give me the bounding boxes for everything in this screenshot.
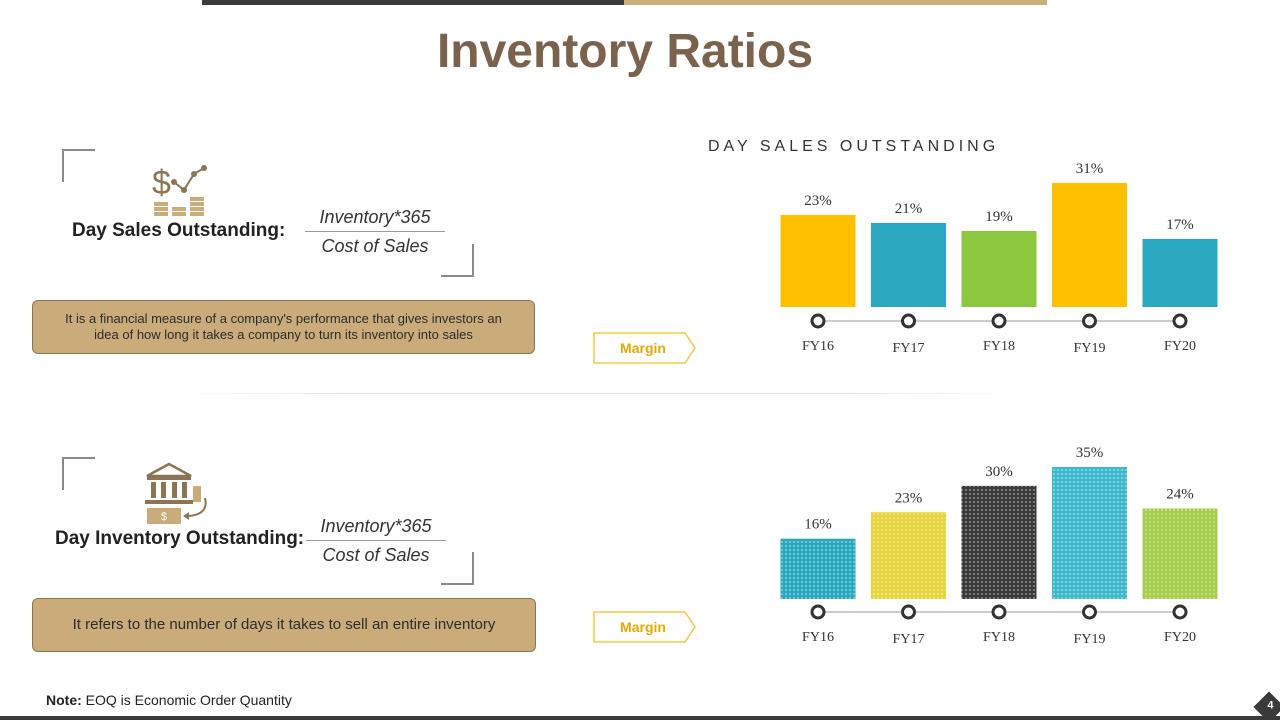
dso-category-label: FY18 xyxy=(983,339,1015,354)
dso-bar-fy20 xyxy=(1142,239,1218,307)
dollar-growth-chart-icon: $ xyxy=(150,162,210,223)
dio-value-label: 30% xyxy=(985,464,1013,480)
dio-bar-texture-fy19 xyxy=(1052,467,1127,599)
dio-formula-denominator: Cost of Sales xyxy=(322,545,430,565)
dio-bar-texture-fy18 xyxy=(961,485,1037,599)
dio-category-label: FY16 xyxy=(802,630,834,645)
dso-bar-fy18 xyxy=(961,231,1037,307)
dio-value-label: 24% xyxy=(1166,486,1194,502)
dso-value-label: 31% xyxy=(1076,161,1104,177)
dio-margin-label: Margin xyxy=(620,619,666,635)
frame-corner-top-left-2 xyxy=(62,457,95,490)
dio-formula: Inventory*365 Cost of Sales xyxy=(306,516,446,566)
dio-timeline-marker xyxy=(1172,604,1188,620)
dio-bar-texture-fy17 xyxy=(871,512,946,599)
dio-bar-texture-fy20 xyxy=(1142,508,1218,599)
dso-description-text: It is a financial measure of a company's… xyxy=(65,311,502,342)
dio-timeline-marker xyxy=(810,604,826,620)
footnote-text: EOQ is Economic Order Quantity xyxy=(85,692,292,708)
dso-bar-fy16 xyxy=(780,215,856,307)
dso-value-label: 21% xyxy=(895,201,923,217)
dio-bar-texture-fy16 xyxy=(780,538,856,599)
dio-timeline-marker xyxy=(991,604,1007,620)
dso-formula-denominator: Cost of Sales xyxy=(321,236,429,256)
dso-bar-fy19 xyxy=(1052,183,1127,307)
page-title: Inventory Ratios xyxy=(436,25,814,78)
frame-corner-top-left xyxy=(62,149,95,182)
dso-margin-tag: Margin xyxy=(593,332,697,364)
dio-category-label: FY17 xyxy=(893,632,925,647)
dso-category-label: FY20 xyxy=(1164,339,1196,354)
dio-timeline-marker xyxy=(901,604,916,620)
dso-value-label: 17% xyxy=(1166,217,1194,233)
dso-timeline-marker xyxy=(810,313,826,329)
footnote: Note: EOQ is Economic Order Quantity xyxy=(46,692,292,708)
dio-category-label: FY18 xyxy=(983,630,1015,645)
dso-chart-title: DAY SALES OUTSTANDING xyxy=(708,138,1000,155)
dio-margin-tag: Margin xyxy=(593,611,697,643)
dso-bar-chart: 23% FY16 21% FY17 19% FY18 31% FY19 17% FY20 xyxy=(780,161,1218,356)
dso-value-label: 19% xyxy=(985,209,1013,225)
dio-description-box: It refers to the number of days it takes… xyxy=(32,598,536,652)
dso-timeline-marker xyxy=(901,313,916,329)
dio-description-text: It refers to the number of days it takes… xyxy=(72,616,496,633)
top-accent-bar-gold xyxy=(624,0,1047,5)
frame-corner-bottom-right-2 xyxy=(441,552,474,585)
dso-timeline-marker xyxy=(991,313,1007,329)
dso-category-label: FY16 xyxy=(802,339,834,354)
dso-timeline-marker xyxy=(1082,313,1097,329)
dio-timeline-marker xyxy=(1082,604,1097,620)
dio-category-label: FY20 xyxy=(1164,630,1196,645)
bank-money-icon: $ xyxy=(143,462,213,533)
dso-category-label: FY17 xyxy=(893,341,925,356)
dio-value-label: 23% xyxy=(895,490,923,506)
dso-description-box: It is a financial measure of a company's… xyxy=(32,300,535,354)
dso-formula-numerator: Inventory*365 xyxy=(305,207,445,232)
bottom-rule xyxy=(0,716,1280,720)
dio-value-label: 16% xyxy=(804,517,832,533)
dso-bar-fy17 xyxy=(871,223,946,307)
dio-formula-numerator: Inventory*365 xyxy=(306,516,446,541)
dso-category-label: FY19 xyxy=(1074,341,1106,356)
footnote-label: Note: xyxy=(46,692,82,708)
frame-corner-bottom-right xyxy=(441,244,474,277)
dso-formula: Inventory*365 Cost of Sales xyxy=(305,207,445,257)
dso-timeline-marker xyxy=(1172,313,1188,329)
day-sales-outstanding-label: Day Sales Outstanding: xyxy=(72,220,286,241)
dio-category-label: FY19 xyxy=(1074,632,1106,647)
svg-text:$: $ xyxy=(161,511,167,523)
dso-margin-label: Margin xyxy=(620,340,666,356)
dso-value-label: 23% xyxy=(804,193,832,209)
day-inventory-outstanding-label: Day Inventory Outstanding: xyxy=(55,528,305,549)
dio-bar-chart: 16% FY16 23% FY17 30% FY18 35% FY19 24% FY20 xyxy=(780,445,1218,647)
dio-value-label: 35% xyxy=(1076,445,1104,461)
top-accent-bar-dark xyxy=(202,0,624,5)
section-divider xyxy=(175,393,1015,394)
page-number: 4 xyxy=(1267,699,1274,712)
svg-text:$: $ xyxy=(152,164,171,202)
